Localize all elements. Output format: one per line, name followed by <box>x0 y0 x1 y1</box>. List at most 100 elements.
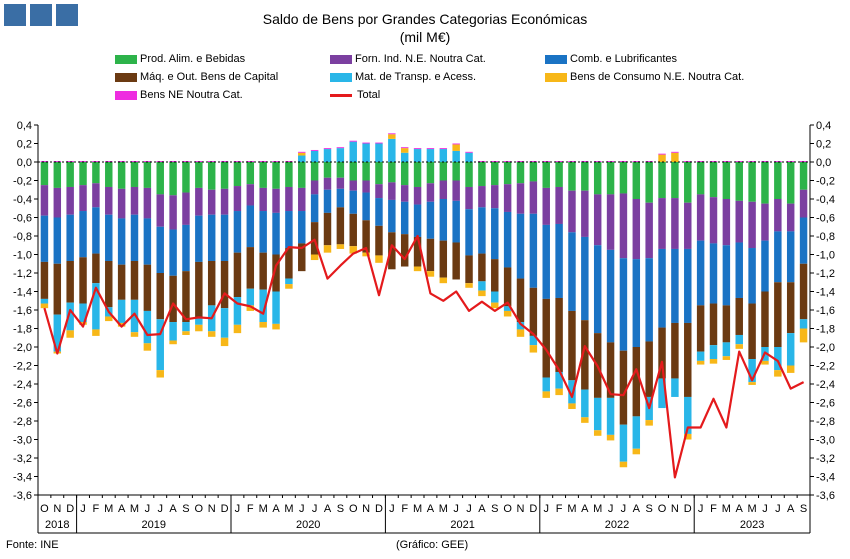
bar-segment <box>413 204 422 237</box>
y-tick-label: -0,8 <box>13 231 32 243</box>
bar-segment <box>761 240 769 292</box>
bar-segment <box>542 298 550 378</box>
bar-segment <box>207 189 216 215</box>
bar-segment <box>143 218 152 265</box>
bar-segment <box>349 141 357 162</box>
y-tick-label: -0,4 <box>816 194 835 206</box>
bar-segment <box>246 184 255 206</box>
bar-segment <box>272 162 280 189</box>
bar-segment <box>671 322 679 379</box>
bar-segment <box>684 162 692 203</box>
bar-segment <box>465 209 473 256</box>
bar-segment <box>426 148 435 150</box>
bar-segment <box>362 252 370 257</box>
bar-segment <box>117 264 126 300</box>
bar-segment <box>246 247 255 289</box>
bar-segment <box>568 162 576 191</box>
bar-segment <box>632 347 641 417</box>
x-month-label: M <box>593 503 602 515</box>
x-month-label: D <box>375 503 383 515</box>
bar-segment <box>426 238 435 272</box>
bar-segment <box>195 317 203 325</box>
bar-segment <box>349 190 357 214</box>
bar-segment <box>349 162 357 181</box>
bar-segment <box>658 198 666 249</box>
bar-segment <box>207 331 216 337</box>
bar-segment <box>53 263 62 315</box>
bar-segment <box>722 356 731 360</box>
bar-segment <box>156 370 164 378</box>
bar-segment <box>581 162 589 191</box>
y-tick-label: -1,0 <box>816 250 835 262</box>
bar-segment <box>105 162 113 187</box>
bar-segment <box>491 162 499 186</box>
bar-segment <box>658 378 666 409</box>
legend-item: Total <box>330 88 380 102</box>
bar-segment <box>529 345 538 353</box>
bar-segment <box>220 161 229 162</box>
bar-segment <box>606 194 615 250</box>
bar-segment <box>465 186 473 210</box>
bar-segment <box>285 161 293 162</box>
bar-segment <box>426 201 435 239</box>
y-tick-label: -2,4 <box>816 379 835 391</box>
bar-segment <box>735 344 743 349</box>
bar-segment <box>117 299 126 323</box>
x-month-label: J <box>698 503 704 515</box>
legend-swatch <box>115 54 137 64</box>
bar-segment <box>156 162 164 195</box>
bar-segment <box>259 322 267 328</box>
bar-segment <box>593 194 602 246</box>
bar-segment <box>298 211 306 244</box>
y-tick-label: -0,2 <box>816 176 835 188</box>
x-month-label: F <box>93 503 100 515</box>
bar-segment <box>581 417 589 423</box>
y-tick-label: -0,6 <box>13 213 32 225</box>
bar-segment <box>156 319 164 371</box>
bar-segment <box>722 162 731 199</box>
bar-segment <box>375 255 383 263</box>
x-month-label: S <box>800 503 807 515</box>
bar-segment <box>696 351 705 361</box>
bar-segment <box>40 261 49 299</box>
logo-square <box>30 4 52 26</box>
x-month-label: M <box>722 503 731 515</box>
legend-swatch <box>545 72 567 82</box>
bar-segment <box>92 283 100 330</box>
x-month-label: D <box>221 503 229 515</box>
bar-segment <box>606 434 615 441</box>
y-tick-label: -3,0 <box>13 435 32 447</box>
bar-segment <box>735 162 743 201</box>
bar-segment <box>400 152 409 162</box>
bar-segment <box>259 187 267 212</box>
bar-segment <box>66 162 74 187</box>
bar-segment <box>722 245 731 306</box>
bar-segment <box>478 162 486 187</box>
bar-segment <box>182 271 190 323</box>
bar-segment <box>40 185 49 216</box>
x-month-label: A <box>324 503 332 515</box>
bar-segment <box>516 322 525 330</box>
bar-segment <box>799 189 808 218</box>
bar-segment <box>66 260 74 303</box>
y-tick-label: -2,8 <box>816 416 835 428</box>
bar-segment <box>156 273 164 320</box>
x-month-label: D <box>684 503 692 515</box>
bar-segment <box>568 190 576 233</box>
legend-label: Forn. Ind. N.E. Noutra Cat. <box>355 53 486 65</box>
x-month-label: S <box>337 503 344 515</box>
bar-segment <box>696 161 705 162</box>
bar-segment <box>323 162 332 178</box>
source-note: Fonte: INE <box>6 539 59 551</box>
bar-segment <box>220 308 229 338</box>
bar-segment <box>259 289 267 323</box>
bar-segment <box>233 162 242 187</box>
bar-segment <box>786 333 795 366</box>
bar-segment <box>310 149 319 151</box>
x-month-label: M <box>413 503 422 515</box>
bar-segment <box>452 143 460 145</box>
bar-segment <box>413 149 422 162</box>
legend-swatch <box>330 54 352 64</box>
x-month-label: A <box>118 503 126 515</box>
